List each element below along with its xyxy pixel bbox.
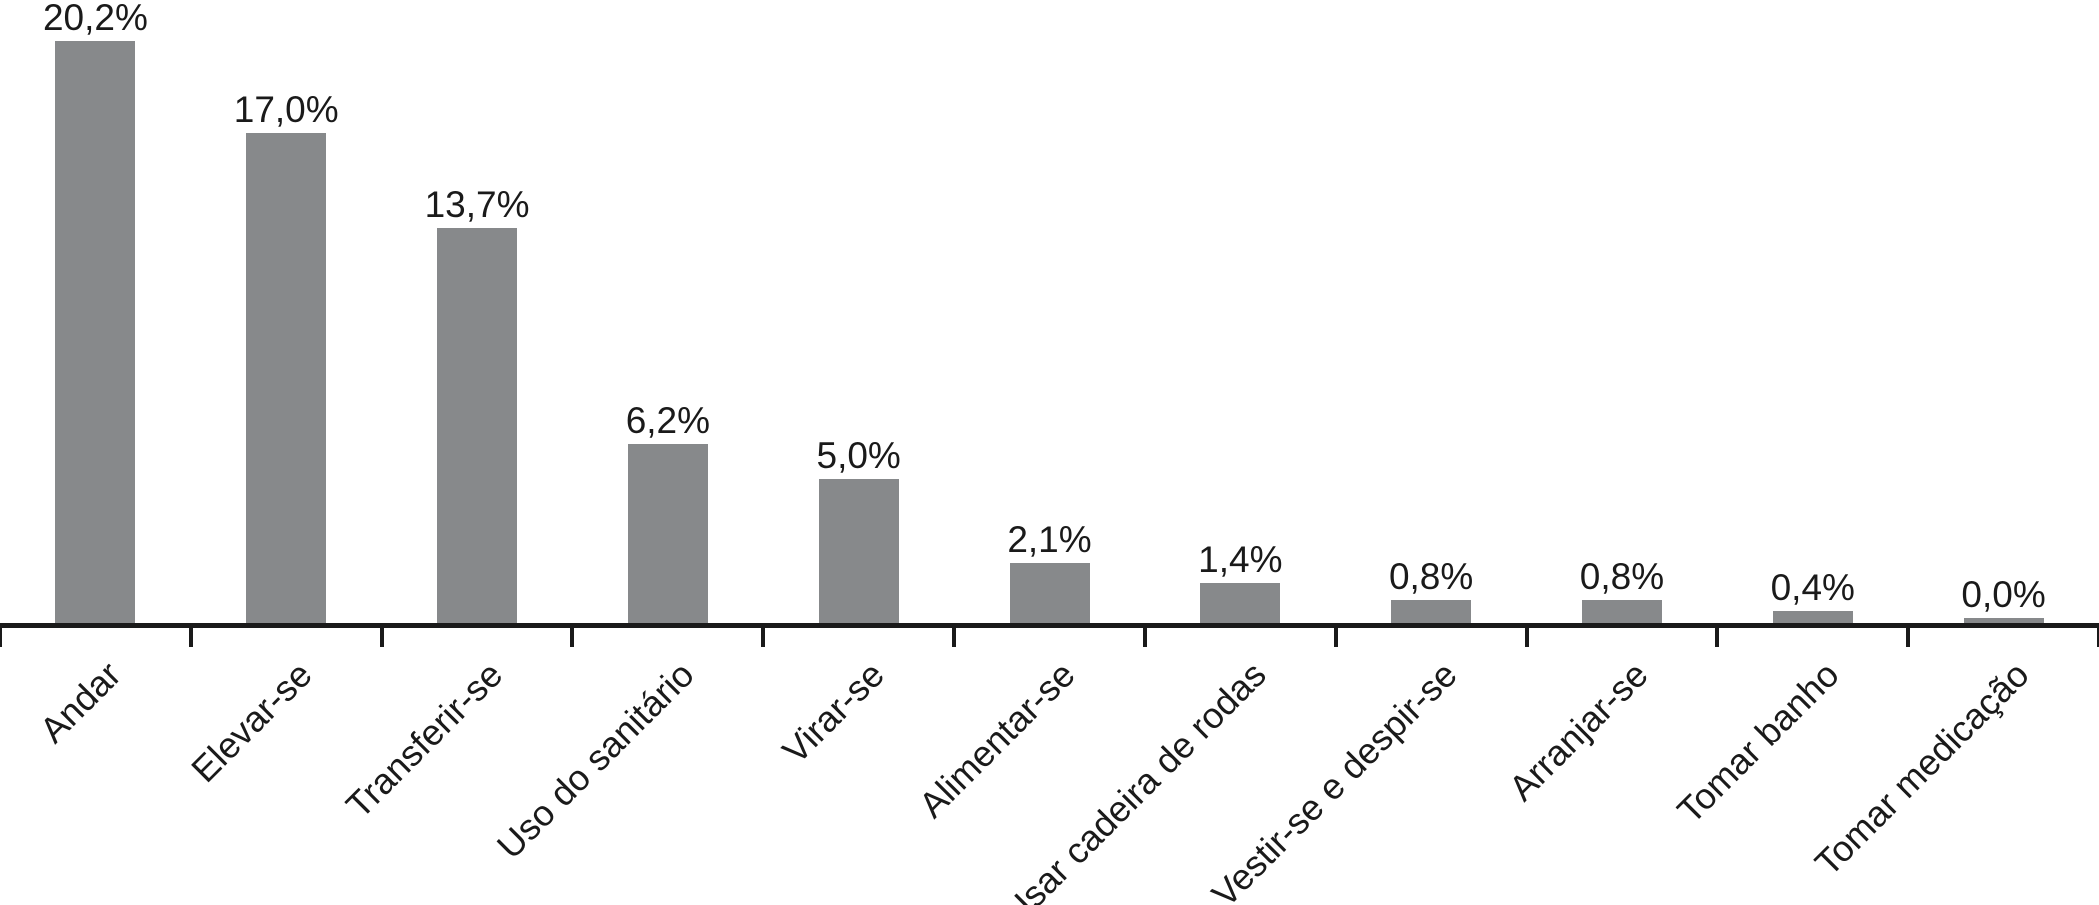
x-axis-tick [0,623,2,647]
bar [1391,599,1472,623]
x-axis-tick [1906,623,1911,647]
x-axis-label: Arranjar-se [1500,653,1656,809]
x-axis-line [0,623,2099,628]
bar-value-label: 5,0% [816,435,901,476]
x-axis-label: Andar [32,653,129,751]
x-axis-tick [1333,623,1338,647]
bar-value-label: 0,8% [1579,555,1665,597]
bar [1963,618,2044,623]
x-axis-tick [1142,623,1147,647]
bar [437,228,518,623]
x-axis-label: Alimentar-se [911,653,1084,826]
x-axis-label: Elevar-se [183,653,320,791]
bar [55,41,136,623]
x-axis-label: Tomar banho [1668,653,1847,832]
x-axis-tick [952,623,957,647]
x-axis-tick [761,623,766,647]
x-axis-tick [379,623,384,647]
bar-value-label: 20,2% [42,0,148,39]
x-axis-label: Virar-se [774,653,893,772]
x-axis-label: Transferir-se [338,653,511,826]
bar-value-label: 0,4% [1770,567,1855,609]
bar-value-label: 6,2% [625,400,711,442]
x-axis-tick [2097,623,2099,647]
x-axis-tick [570,623,575,647]
bar-value-label: 0,8% [1388,555,1474,597]
bar [627,444,708,623]
bar-value-label: 17,0% [233,89,339,131]
bar [1772,611,1853,623]
bar [818,479,899,623]
x-axis-label: Tomar medicação [1807,653,2038,884]
bar [1200,582,1281,623]
x-axis-tick [1715,623,1720,647]
bar [246,133,327,623]
x-axis-tick [188,623,193,647]
x-axis-tick [1524,623,1529,647]
x-axis-label: Uso do sanitário [488,653,702,867]
bar-value-label: 0,0% [1961,574,2046,615]
bar [1009,562,1090,623]
bar-value-label: 13,7% [424,184,530,226]
bar-value-label: 1,4% [1198,538,1283,580]
bar-value-label: 2,1% [1007,518,1092,560]
bar [1581,599,1662,623]
